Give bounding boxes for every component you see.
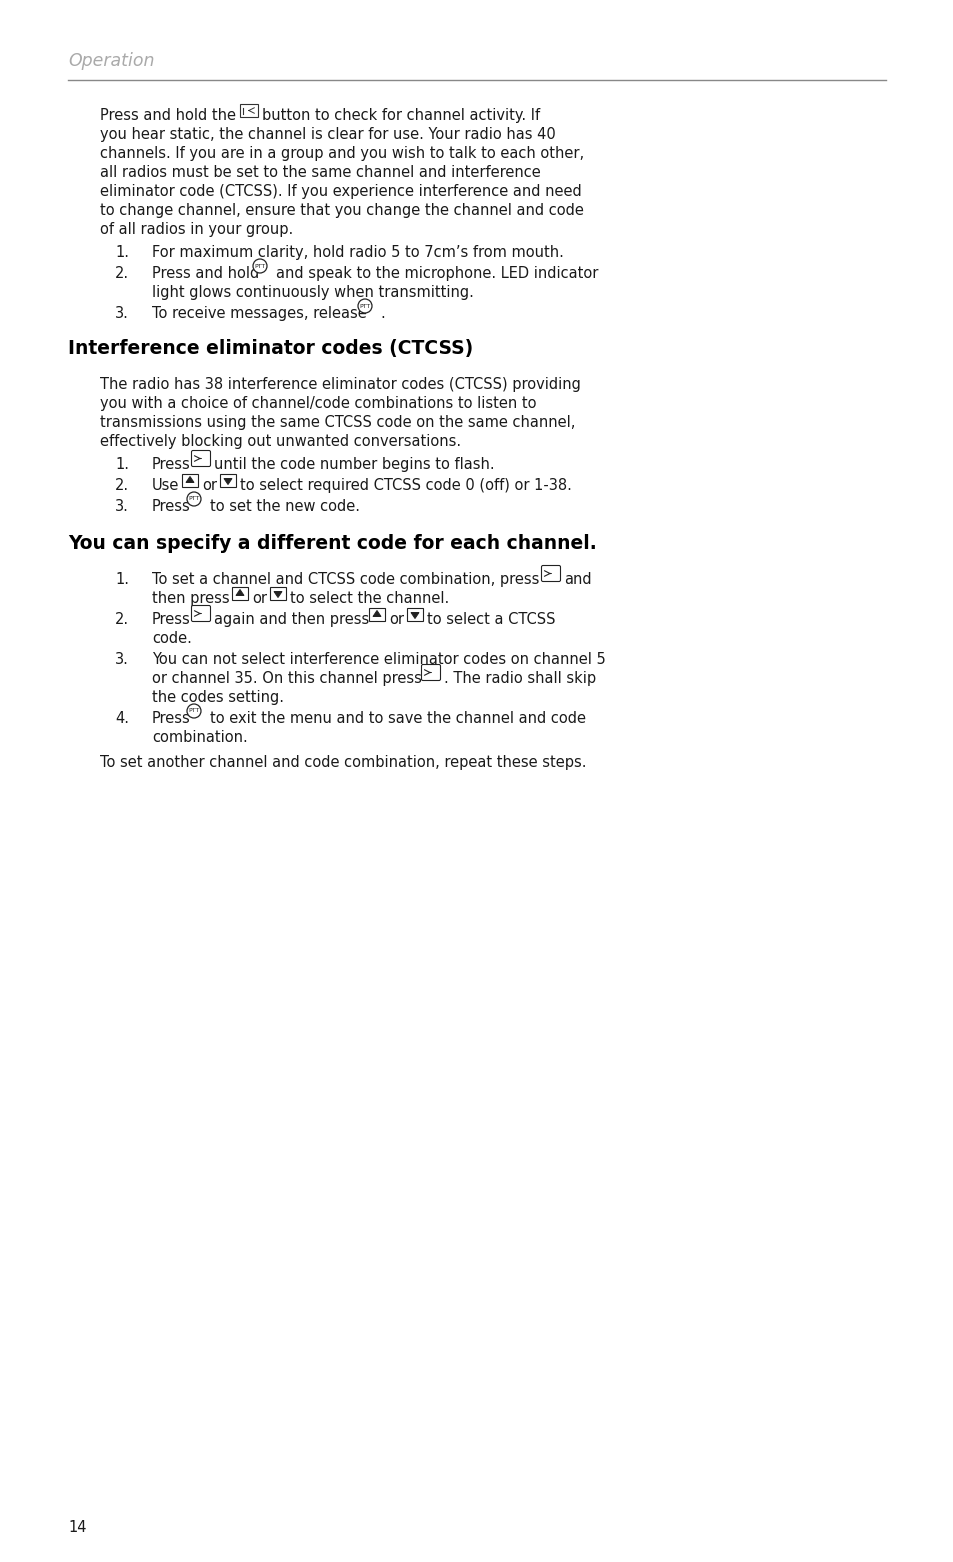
Polygon shape [224,478,232,484]
Polygon shape [411,612,418,619]
Text: Interference eliminator codes (CTCSS): Interference eliminator codes (CTCSS) [68,339,473,358]
Text: to select required CTCSS code 0 (off) or 1-38.: to select required CTCSS code 0 (off) or… [240,478,571,494]
Circle shape [187,704,201,719]
Text: .: . [379,306,384,322]
Text: Press: Press [152,498,191,514]
Polygon shape [235,589,244,595]
Text: To set a channel and CTCSS code combination, press: To set a channel and CTCSS code combinat… [152,572,538,587]
Text: To set another channel and code combination, repeat these steps.: To set another channel and code combinat… [100,754,586,770]
FancyBboxPatch shape [270,587,286,600]
Text: For maximum clarity, hold radio 5 to 7cm’s from mouth.: For maximum clarity, hold radio 5 to 7cm… [152,245,563,259]
Text: . The radio shall skip: . The radio shall skip [443,672,596,686]
Text: or: or [202,478,216,494]
Text: all radios must be set to the same channel and interference: all radios must be set to the same chann… [100,166,540,180]
FancyBboxPatch shape [192,606,211,622]
Text: Use: Use [152,478,179,494]
Text: Press: Press [152,711,191,726]
Text: 3.: 3. [115,651,129,667]
Text: to change channel, ensure that you change the channel and code: to change channel, ensure that you chang… [100,203,583,219]
Text: to exit the menu and to save the channel and code: to exit the menu and to save the channel… [210,711,585,726]
FancyBboxPatch shape [192,450,211,467]
FancyBboxPatch shape [240,105,257,117]
Text: 1.: 1. [115,245,129,259]
Circle shape [253,259,267,273]
Text: you hear static, the channel is clear for use. Your radio has 40: you hear static, the channel is clear fo… [100,127,556,142]
Text: and: and [563,572,591,587]
Text: to set the new code.: to set the new code. [210,498,359,514]
FancyBboxPatch shape [541,565,560,581]
Text: or: or [252,590,267,606]
Text: you with a choice of channel/code combinations to listen to: you with a choice of channel/code combin… [100,397,536,411]
Text: again and then press: again and then press [213,612,369,626]
Text: then press: then press [152,590,230,606]
Polygon shape [186,476,193,483]
Text: 4.: 4. [115,711,129,726]
Text: You can specify a different code for each channel.: You can specify a different code for eac… [68,534,597,553]
Text: To receive messages, release: To receive messages, release [152,306,366,322]
Text: light glows continuously when transmitting.: light glows continuously when transmitti… [152,284,474,300]
Text: the codes setting.: the codes setting. [152,690,284,704]
Text: to select the channel.: to select the channel. [290,590,449,606]
Text: and speak to the microphone. LED indicator: and speak to the microphone. LED indicat… [275,266,598,281]
Text: of all radios in your group.: of all radios in your group. [100,222,293,237]
Polygon shape [373,611,380,617]
Text: to select a CTCSS: to select a CTCSS [427,612,555,626]
Polygon shape [274,592,282,598]
Text: 2.: 2. [115,478,129,494]
Circle shape [357,298,372,312]
Text: 14: 14 [68,1520,87,1535]
Text: Press and hold the: Press and hold the [100,108,235,123]
Text: effectively blocking out unwanted conversations.: effectively blocking out unwanted conver… [100,434,460,448]
Circle shape [187,492,201,506]
Text: 3.: 3. [115,498,129,514]
FancyBboxPatch shape [369,608,385,622]
Text: 1.: 1. [115,572,129,587]
FancyBboxPatch shape [182,473,198,487]
Text: PTT: PTT [188,497,199,501]
Text: combination.: combination. [152,729,248,745]
Text: The radio has 38 interference eliminator codes (CTCSS) providing: The radio has 38 interference eliminator… [100,376,580,392]
Text: Operation: Operation [68,52,154,70]
Text: button to check for channel activity. If: button to check for channel activity. If [262,108,539,123]
Text: channels. If you are in a group and you wish to talk to each other,: channels. If you are in a group and you … [100,145,583,161]
Text: Press and hold: Press and hold [152,266,259,281]
FancyBboxPatch shape [232,587,248,600]
Text: code.: code. [152,631,192,647]
Text: 2.: 2. [115,612,129,626]
Text: PTT: PTT [359,303,370,309]
Text: 2.: 2. [115,266,129,281]
Text: eliminator code (CTCSS). If you experience interference and need: eliminator code (CTCSS). If you experien… [100,184,581,198]
Text: 3.: 3. [115,306,129,322]
FancyBboxPatch shape [407,608,422,622]
Text: Press: Press [152,458,191,472]
Text: PTT: PTT [254,264,265,269]
Text: PTT: PTT [188,709,199,714]
Text: until the code number begins to flash.: until the code number begins to flash. [213,458,494,472]
Text: 1.: 1. [115,458,129,472]
FancyBboxPatch shape [421,664,440,681]
Text: or channel 35. On this channel press: or channel 35. On this channel press [152,672,421,686]
Text: You can not select interference eliminator codes on channel 5: You can not select interference eliminat… [152,651,605,667]
Text: Press: Press [152,612,191,626]
Text: or: or [389,612,403,626]
FancyBboxPatch shape [220,473,235,487]
Text: transmissions using the same CTCSS code on the same channel,: transmissions using the same CTCSS code … [100,415,575,430]
